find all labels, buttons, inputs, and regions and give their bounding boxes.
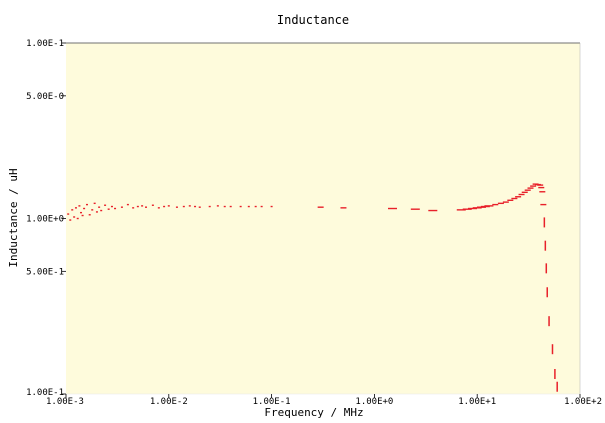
data-point [104,204,107,206]
y-tick-label: 1.00E-1 [26,39,64,49]
data-point [132,207,135,209]
data-point [497,202,504,205]
data-point [247,205,250,208]
data-point [545,263,548,274]
plot-area [66,43,580,394]
data-point [223,205,226,208]
data-point [511,197,518,200]
data-point [114,207,117,210]
data-point [175,206,178,208]
y-tick-labels: 1.00E-1 5.00E-0 1.00E+0 5.00E-1 1.00E-1 [26,39,66,398]
data-point [141,205,144,207]
data-point [182,205,185,208]
data-point [151,204,154,206]
data-point [91,209,94,211]
x-tick-label: 1.00E+2 [564,397,602,407]
data-point [81,214,84,217]
data-point [462,208,472,210]
data-point [467,207,477,210]
data-point [163,205,166,208]
data-point [548,316,550,327]
data-point [167,205,170,207]
data-point [521,191,528,194]
data-point [98,206,101,208]
y-tick-label: 5.00E-0 [26,92,64,102]
data-point [126,203,129,206]
data-point [428,209,438,212]
data-point [107,208,110,210]
y-tick-label: 1.00E+0 [26,215,64,225]
x-tick-label: 1.00E+0 [355,397,393,407]
x-tick-label: 1.00E-1 [253,397,291,407]
data-point [239,205,242,208]
data-point [484,205,494,207]
data-point [85,203,88,206]
data-point [492,203,499,206]
data-point [317,206,324,208]
data-point [110,205,113,208]
data-point [78,205,81,207]
data-point [270,205,273,208]
data-point [543,217,546,228]
data-point [410,208,420,210]
data-point [69,219,72,221]
data-point [539,191,546,193]
x-tick-label: 1.00E-3 [46,397,84,407]
data-point [136,205,139,208]
data-point [83,207,86,210]
y-axis-label: Inductance / uH [7,168,20,267]
data-point [208,205,211,208]
data-point [502,201,509,203]
data-point [198,206,201,208]
data-point [537,184,544,186]
data-point [67,213,70,215]
data-point [216,205,219,207]
chart-title: Inductance [277,13,349,27]
data-point [88,214,91,216]
data-point [120,206,123,208]
data-point [76,217,79,220]
data-point [538,186,545,189]
x-axis-label: Frequency / MHz [264,406,363,419]
data-point [388,207,398,210]
data-point [518,193,525,196]
data-point [530,185,537,187]
data-point [340,207,347,209]
data-point [524,189,531,191]
data-point [229,205,232,208]
data-point [73,216,76,218]
x-tick-label: 1.00E-2 [150,397,188,407]
data-point [546,287,548,298]
x-tick-labels: 1.00E-3 1.00E-2 1.00E-1 1.00E+0 1.00E+1 1.00E… [46,394,602,407]
y-tick-label: 1.00E-1 [26,388,64,398]
y-tick-label: 5.00E-1 [26,267,64,277]
data-point [74,207,77,209]
data-point [540,203,547,206]
data-point [507,199,514,201]
data-point [544,240,547,251]
data-point [100,209,103,212]
data-point [188,205,191,207]
data-point [551,344,554,355]
data-point [554,369,556,380]
data-point [80,211,83,214]
data-point [95,211,98,213]
data-point [515,196,522,198]
data-point [456,209,466,211]
data-point [556,381,558,392]
x-tick-label: 1.00E+1 [458,397,496,407]
data-point [157,207,160,209]
data-point [527,187,534,189]
data-point [194,205,197,208]
data-point [93,202,96,205]
data-series [67,183,558,392]
data-point [254,205,257,208]
data-point [260,205,263,208]
data-point [144,206,147,208]
data-point [71,209,74,211]
